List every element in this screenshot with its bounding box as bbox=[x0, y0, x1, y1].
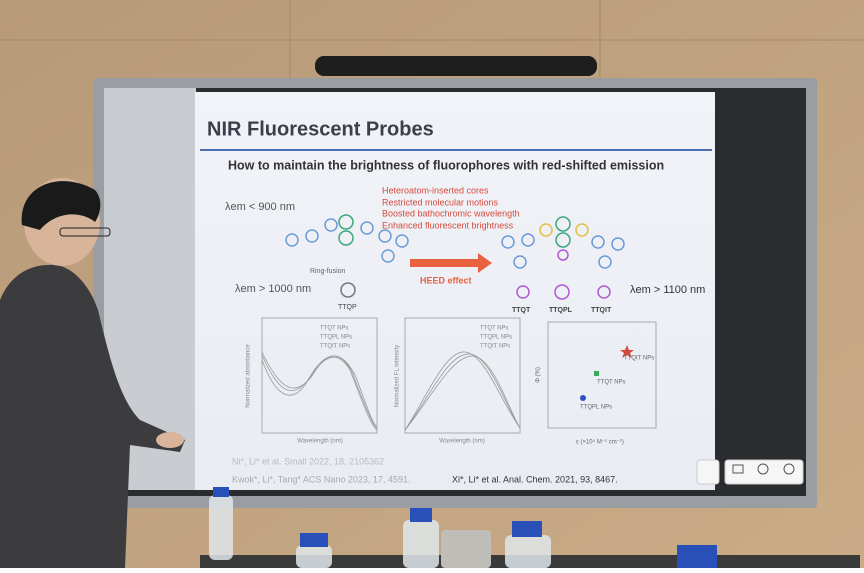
legend-entry: TTQPL NPs bbox=[320, 335, 352, 341]
slide bbox=[195, 92, 715, 490]
presenter-hair bbox=[21, 181, 101, 230]
scatter-point bbox=[620, 345, 634, 358]
legend-entry: TTQT NPs bbox=[480, 326, 509, 332]
scatter-point bbox=[594, 371, 599, 376]
axis-label: Wavelength (nm) bbox=[439, 439, 484, 445]
abs-chart bbox=[261, 317, 378, 434]
scatter-label: TTQPL NPs bbox=[580, 405, 612, 411]
scatter-frame bbox=[547, 321, 657, 429]
emission-label: λem < 900 nm bbox=[225, 201, 295, 213]
ring-fusion: Ring-fusion bbox=[310, 268, 346, 275]
pen-button[interactable] bbox=[696, 459, 720, 485]
bullet: Boosted bathochromic wavelength bbox=[382, 208, 520, 218]
reference: Kwok*, Li*, Tang* ACS Nano 2023, 17, 459… bbox=[232, 474, 410, 484]
molecule-label: TTQT bbox=[512, 307, 531, 314]
slide-subtitle: How to maintain the brightness of fluoro… bbox=[228, 158, 664, 172]
effect-label: HEED effect bbox=[420, 275, 472, 285]
axis-label: Normalized FL intensity bbox=[395, 345, 401, 407]
axis-label: Φ (%) bbox=[536, 367, 542, 383]
reference: Xi*, Li* et al. Anal. Chem. 2021, 93, 84… bbox=[452, 474, 618, 484]
molecule-label: TTQIT bbox=[591, 307, 612, 314]
arrow-head bbox=[478, 253, 492, 273]
scatter-point bbox=[580, 395, 586, 401]
axis-label: ε (×10⁴ M⁻¹ cm⁻¹) bbox=[576, 439, 624, 446]
emission-label: λem > 1100 nm bbox=[630, 284, 705, 296]
axis-label: Wavelength (nm) bbox=[297, 439, 342, 445]
arrow-body bbox=[410, 259, 480, 267]
presenter-hand bbox=[156, 432, 184, 448]
bullet: Restricted molecular motions bbox=[382, 197, 499, 207]
bullet: Heteroatom-inserted cores bbox=[382, 185, 489, 195]
next-button[interactable] bbox=[783, 463, 795, 475]
toolbar[interactable] bbox=[724, 459, 804, 485]
molecule-left bbox=[285, 214, 409, 298]
glasses bbox=[59, 227, 111, 237]
legend-entry: TTQPL NPs bbox=[480, 335, 512, 341]
bottles bbox=[209, 487, 717, 568]
scatter-label: TTQIT NPs bbox=[624, 356, 654, 362]
soundbar bbox=[315, 56, 597, 76]
presenter-body bbox=[0, 264, 185, 568]
reference: Ni*, Li* et al. Small 2022, 18, 2105362. bbox=[232, 456, 387, 466]
prev-button[interactable] bbox=[757, 463, 769, 475]
menu-button[interactable] bbox=[732, 464, 744, 474]
scatter-label: TTQT NPs bbox=[597, 380, 626, 386]
axis-label: Normalized absorbance bbox=[246, 344, 252, 408]
fl-chart bbox=[404, 317, 521, 434]
molecule-label: TTQP bbox=[338, 304, 357, 311]
molecule-right bbox=[501, 216, 625, 300]
legend-entry: TTQIT NPs bbox=[480, 344, 510, 350]
slide-title: NIR Fluorescent Probes bbox=[207, 118, 434, 140]
bullet: Enhanced fluorescent brightness bbox=[382, 220, 514, 230]
emission-label: λem > 1000 nm bbox=[235, 283, 311, 295]
legend-entry: TTQIT NPs bbox=[320, 344, 350, 350]
legend-entry: TTQT NPs bbox=[320, 326, 349, 332]
molecule-label: TTQPL bbox=[549, 307, 573, 314]
